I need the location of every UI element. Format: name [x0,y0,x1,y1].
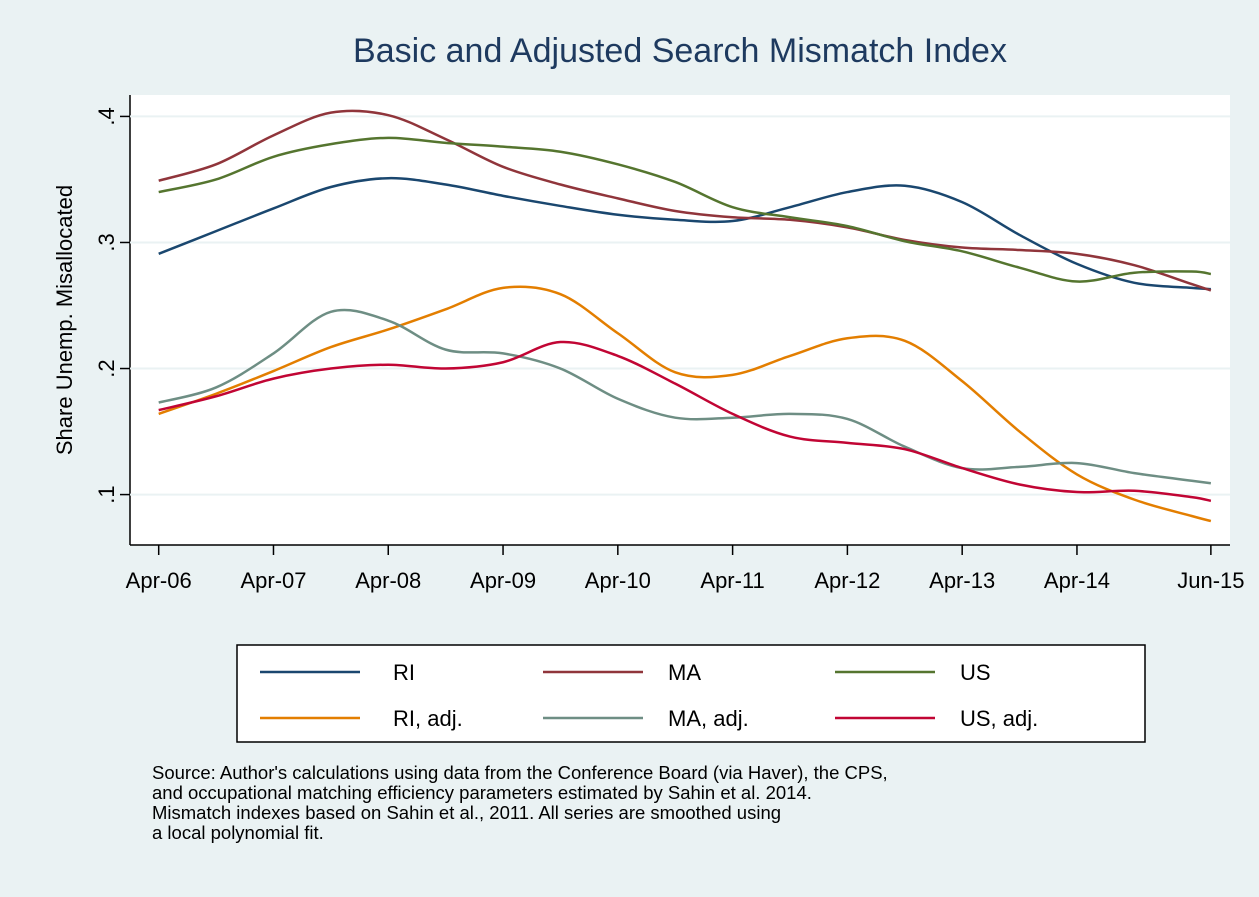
legend-label: RI [393,660,415,685]
x-tick-label: Apr-12 [814,568,880,593]
series-line [158,340,1212,503]
series-line [158,136,1212,283]
plot-area [130,95,1230,545]
x-tick-label: Apr-11 [700,568,764,593]
x-tick-label: Jun-15 [1177,568,1244,593]
legend-label: US [960,660,991,685]
note-line: a local polynomial fit. [152,822,324,843]
legend-label: US, adj. [960,706,1038,731]
y-tick-label: .1 [94,485,119,503]
x-tick-label: Apr-08 [355,568,421,593]
series-line [158,176,1211,291]
x-tick-label: Apr-10 [585,568,651,593]
legend-label: RI, adj. [393,706,463,731]
x-tick-label: Apr-07 [240,568,306,593]
x-tick-label: Apr-06 [126,568,192,593]
note-line: and occupational matching efficiency par… [152,782,812,803]
y-tick-label: .3 [94,233,119,251]
x-tick-label: Apr-13 [929,568,995,593]
series-line [158,308,1212,485]
x-tick-label: Apr-09 [470,568,536,593]
y-axis-title: Share Unemp. Misallocated [52,185,77,455]
y-tick-label: .2 [94,359,119,377]
note-line: Mismatch indexes based on Sahin et al., … [152,802,781,823]
series-line [158,285,1212,523]
x-tick-label: Apr-14 [1044,568,1110,593]
y-tick-label: .4 [94,107,119,125]
series-line [158,109,1212,292]
legend-box [236,644,1146,743]
note-line: Source: Author's calculations using data… [152,762,888,783]
legend-label: MA, adj. [668,706,749,731]
chart-title: Basic and Adjusted Search Mismatch Index [353,32,1007,70]
legend-label: MA [668,660,701,685]
